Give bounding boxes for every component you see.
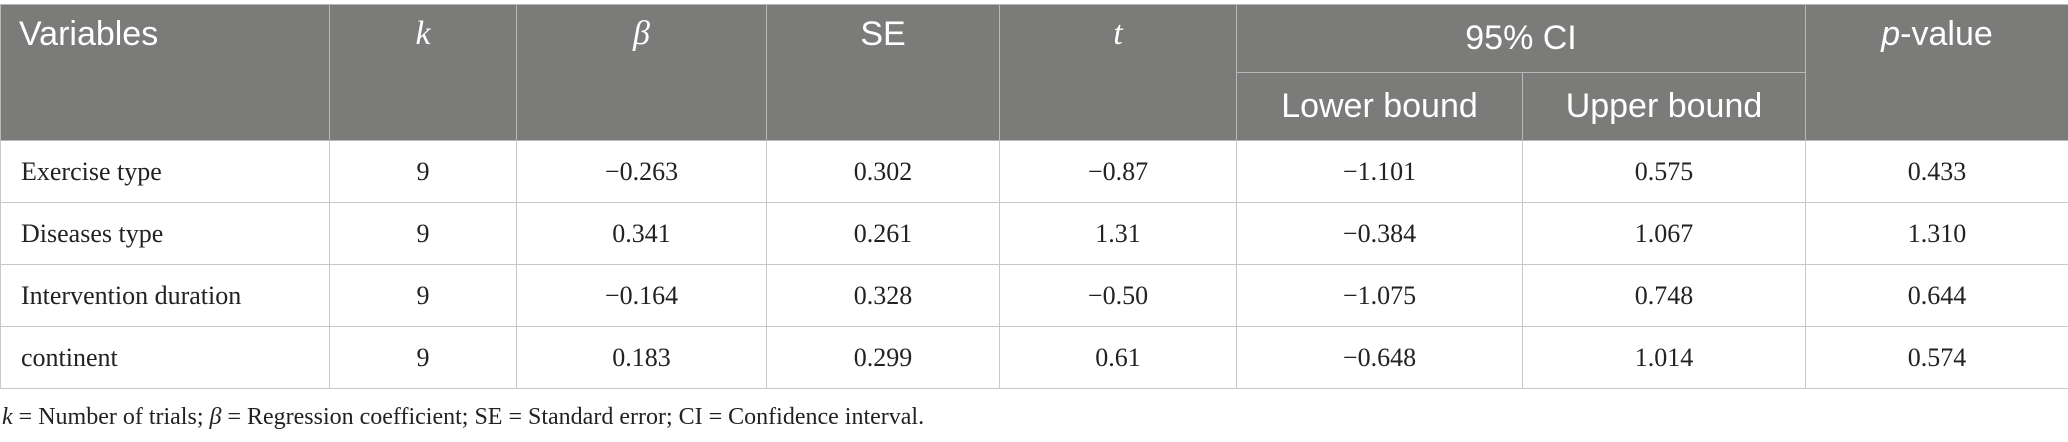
cell-se: 0.328 <box>766 264 1000 327</box>
cell-se: 0.261 <box>766 202 1000 265</box>
header-se: SE <box>766 4 1000 141</box>
cell-lower: −1.075 <box>1236 264 1523 327</box>
cell-beta: 0.341 <box>516 202 767 265</box>
footnote-rest: = Regression coefficient; SE = Standard … <box>221 404 925 430</box>
cell-upper: 1.014 <box>1522 326 1806 389</box>
cell-t: 1.31 <box>999 202 1237 265</box>
header-ci: 95% CI <box>1236 4 1806 73</box>
cell-variable: Diseases type <box>0 202 330 265</box>
cell-beta: 0.183 <box>516 326 767 389</box>
cell-p: 0.574 <box>1805 326 2068 389</box>
cell-upper: 0.575 <box>1522 140 1806 203</box>
cell-lower: −0.648 <box>1236 326 1523 389</box>
header-t: t <box>999 4 1237 141</box>
cell-k: 9 <box>329 140 517 203</box>
footnote-beta-symbol: β <box>209 404 222 430</box>
cell-variable: continent <box>0 326 330 389</box>
header-beta: β <box>516 4 767 141</box>
cell-variable: Intervention duration <box>0 264 330 327</box>
cell-k: 9 <box>329 202 517 265</box>
table-row: Exercise type 9 −0.263 0.302 −0.87 −1.10… <box>0 140 2068 203</box>
cell-k: 9 <box>329 326 517 389</box>
header-pvalue-p: p <box>1881 15 1901 53</box>
table-row: Diseases type 9 0.341 0.261 1.31 −0.384 … <box>0 202 2068 265</box>
cell-p: 0.433 <box>1805 140 2068 203</box>
header-k: k <box>329 4 517 141</box>
table-row: Intervention duration 9 −0.164 0.328 −0.… <box>0 264 2068 327</box>
cell-beta: −0.164 <box>516 264 767 327</box>
cell-se: 0.302 <box>766 140 1000 203</box>
header-lower-bound: Lower bound <box>1236 72 1523 141</box>
header-pvalue-rest: -value <box>1900 15 1993 53</box>
cell-upper: 0.748 <box>1522 264 1806 327</box>
cell-lower: −1.101 <box>1236 140 1523 203</box>
table-footnote: k = Number of trials; β = Regression coe… <box>2 404 924 431</box>
header-pvalue: p-value <box>1805 4 2068 141</box>
cell-p: 1.310 <box>1805 202 2068 265</box>
footnote-k-definition: = Number of trials; <box>12 404 210 430</box>
cell-variable: Exercise type <box>0 140 330 203</box>
cell-t: 0.61 <box>999 326 1237 389</box>
cell-beta: −0.263 <box>516 140 767 203</box>
cell-t: −0.87 <box>999 140 1237 203</box>
header-variables: Variables <box>0 4 330 141</box>
table-row: continent 9 0.183 0.299 0.61 −0.648 1.01… <box>0 326 2068 389</box>
cell-p: 0.644 <box>1805 264 2068 327</box>
cell-se: 0.299 <box>766 326 1000 389</box>
header-upper-bound: Upper bound <box>1522 72 1806 141</box>
cell-t: −0.50 <box>999 264 1237 327</box>
cell-upper: 1.067 <box>1522 202 1806 265</box>
cell-lower: −0.384 <box>1236 202 1523 265</box>
regression-table: Variables k β SE t 95% CI p-value Lower … <box>0 4 2068 389</box>
cell-k: 9 <box>329 264 517 327</box>
footnote-k-symbol: k <box>2 404 13 430</box>
